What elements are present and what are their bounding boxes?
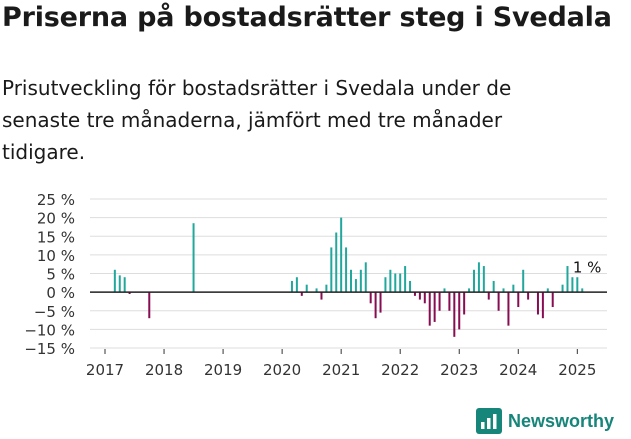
bar <box>576 277 579 293</box>
bar <box>345 247 348 293</box>
x-tick-label: 2021 <box>322 361 360 379</box>
bar <box>413 292 416 296</box>
bar <box>482 266 485 293</box>
chart-gridlines <box>90 198 607 349</box>
bar <box>453 292 456 337</box>
bar <box>113 269 116 293</box>
bar <box>551 292 554 308</box>
bar <box>477 262 480 293</box>
bar <box>536 292 539 315</box>
bar <box>581 288 584 293</box>
bar <box>330 247 333 293</box>
bar <box>492 280 495 293</box>
x-tick-label: 2017 <box>86 361 124 379</box>
x-axis: 2017 2018 2019 2020 2021 2022 2023 2024 2025 <box>86 349 596 379</box>
bar <box>487 292 490 300</box>
bar <box>463 292 466 315</box>
bar <box>384 277 387 293</box>
x-tick-label: 2023 <box>440 361 478 379</box>
y-tick-label: 20 % <box>37 210 75 228</box>
bar-chart: 25 %20 %15 %10 %5 %0 %−5 %−10 %−15 % 201… <box>24 191 607 379</box>
page-subtitle: Prisutveckling för bostadsrätter i Sveda… <box>2 76 512 164</box>
x-tick-label: 2024 <box>499 361 537 379</box>
bar <box>561 284 564 293</box>
bar <box>350 269 352 293</box>
brand-name: Newsworthy <box>508 410 615 431</box>
bar <box>192 223 195 293</box>
bar <box>418 292 421 300</box>
bar <box>473 269 475 293</box>
bar <box>305 284 308 293</box>
bar <box>128 292 131 294</box>
bar <box>438 292 441 311</box>
bar <box>354 279 357 293</box>
bar <box>423 292 426 304</box>
x-tick-label: 2018 <box>145 361 183 379</box>
x-tick-label: 2019 <box>204 361 242 379</box>
bar <box>379 292 382 313</box>
y-tick-label: 5 % <box>46 266 75 284</box>
bar <box>320 292 323 300</box>
newsworthy-logo-icon <box>476 408 502 434</box>
bar <box>522 269 525 293</box>
bar <box>517 292 520 308</box>
bar <box>399 273 402 293</box>
bar <box>340 217 343 293</box>
bar <box>448 292 451 311</box>
bar <box>409 280 412 293</box>
bar <box>502 288 505 293</box>
bar <box>300 292 303 296</box>
bar <box>443 288 446 293</box>
bar <box>369 292 372 304</box>
bar <box>404 266 407 293</box>
y-tick-label: 15 % <box>37 228 75 246</box>
y-tick-label: −10 % <box>24 321 75 339</box>
chart-bars <box>113 217 584 337</box>
bar <box>507 292 510 326</box>
bar <box>389 269 392 293</box>
bar <box>458 292 461 330</box>
bar <box>394 273 397 293</box>
page-title: Priserna på bostadsrätter steg i Svedala <box>2 2 612 33</box>
bar <box>290 280 293 293</box>
bar <box>335 232 338 293</box>
bar <box>497 292 500 311</box>
bar <box>123 277 126 293</box>
y-tick-label: −5 % <box>34 303 75 321</box>
bar <box>428 292 431 326</box>
bar <box>325 284 328 293</box>
bar <box>374 292 377 319</box>
bar <box>315 288 318 293</box>
bar <box>364 262 367 293</box>
bar <box>541 292 544 319</box>
bar <box>118 275 121 293</box>
y-axis: 25 %20 %15 %10 %5 %0 %−5 %−10 %−15 % <box>24 191 75 358</box>
bar <box>433 292 436 322</box>
bar <box>566 266 569 293</box>
y-tick-label: 0 % <box>46 284 75 302</box>
x-tick-label: 2022 <box>381 361 419 379</box>
bar <box>527 292 530 300</box>
bar <box>571 277 574 293</box>
bar <box>148 292 151 319</box>
bar <box>512 284 515 293</box>
bar <box>546 288 549 293</box>
y-tick-label: 25 % <box>37 191 75 209</box>
x-tick-label: 2020 <box>263 361 301 379</box>
bar <box>468 288 471 293</box>
brand-logo: Newsworthy <box>476 407 614 435</box>
y-tick-label: −15 % <box>24 340 75 358</box>
x-tick-label: 2025 <box>558 361 596 379</box>
last-value-annotation: 1 % <box>573 258 602 276</box>
bar <box>359 269 362 293</box>
y-tick-label: 10 % <box>37 247 75 265</box>
bar <box>295 277 298 293</box>
